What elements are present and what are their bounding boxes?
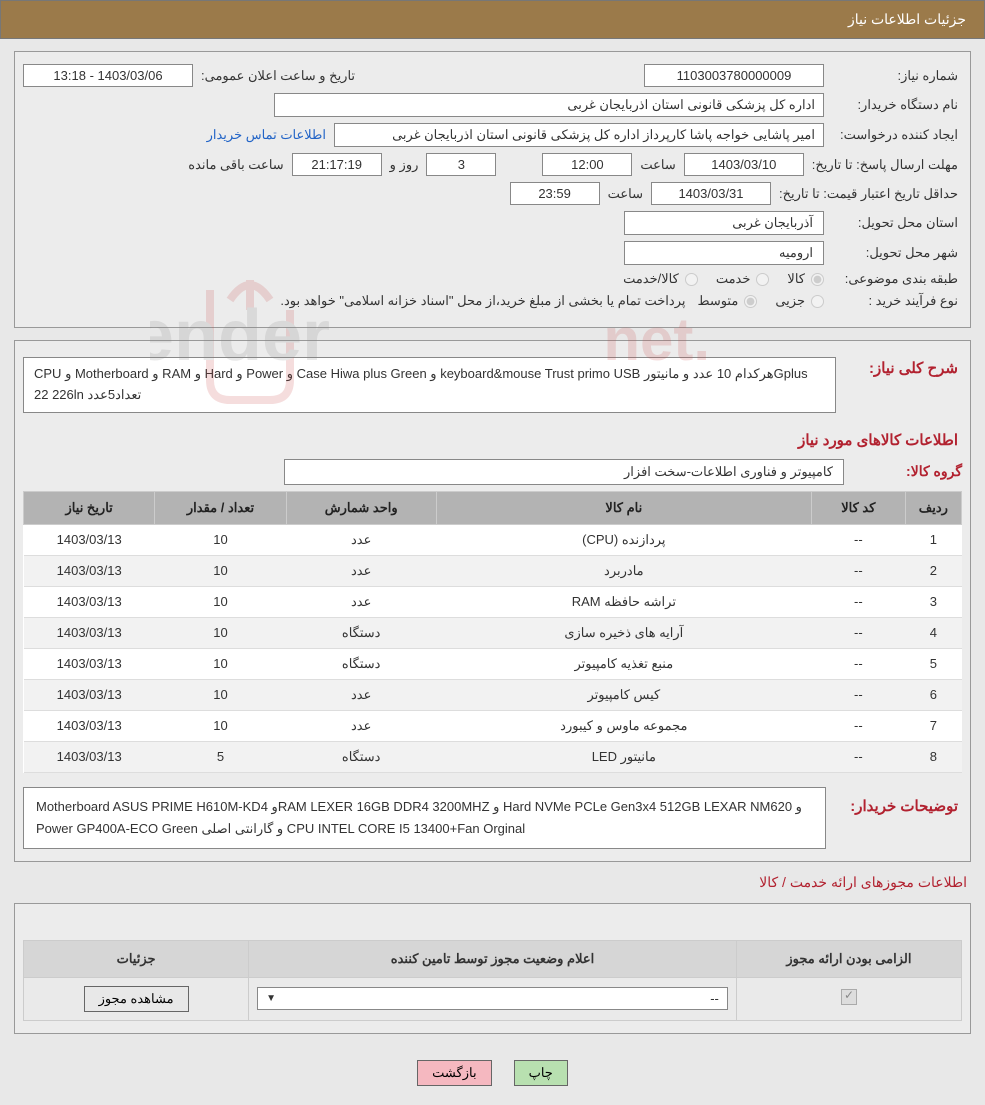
group-value: کامپیوتر و فناوری اطلاعات-سخت افزار [284, 459, 844, 485]
license-section-title: اطلاعات مجوزهای ارائه خدمت / کالا [0, 874, 967, 891]
items-title: اطلاعات کالاهای مورد نیاز [27, 431, 958, 449]
need-number-label: شماره نیاز: [832, 68, 962, 84]
buyer-desc-box: Motherboard ASUS PRIME H610M-KD4 وRAM LE… [23, 787, 826, 849]
deadline-label: مهلت ارسال پاسخ: تا تاریخ: [812, 157, 962, 173]
license-col-status: اعلام وضعیت مجوز توسط تامین کننده [249, 940, 737, 977]
details-panel: شماره نیاز: 1103003780000009 تاریخ و ساع… [14, 51, 971, 328]
validity-label: حداقل تاریخ اعتبار قیمت: تا تاریخ: [779, 186, 962, 202]
requester-label: ایجاد کننده درخواست: [832, 127, 962, 143]
license-row: -- ▼ مشاهده مجوز [24, 977, 962, 1020]
table-row: 3--تراشه حافظه RAMعدد101403/03/13 [24, 586, 962, 617]
print-button[interactable]: چاپ [514, 1060, 568, 1086]
license-col-details: جزئیات [24, 940, 249, 977]
table-row: 1--پردازنده (CPU)عدد101403/03/13 [24, 524, 962, 555]
items-col-header: واحد شمارش [286, 491, 436, 524]
page-header: جزئیات اطلاعات نیاز [0, 0, 985, 39]
remain-label: ساعت باقی مانده [188, 157, 283, 173]
radio-medium[interactable]: متوسط [697, 293, 757, 309]
license-panel: الزامی بودن ارائه مجوز اعلام وضعیت مجوز … [14, 903, 971, 1034]
license-col-required: الزامی بودن ارائه مجوز [736, 940, 961, 977]
need-panel: شرح کلی نیاز: CPU و Motherboard و RAM و … [14, 340, 971, 862]
need-number-value: 1103003780000009 [644, 64, 824, 87]
contact-link[interactable]: اطلاعات تماس خریدار [207, 127, 326, 143]
requester-value: امیر پاشایی خواجه پاشا کارپرداز اداره کل… [334, 123, 824, 147]
buyer-desc-label: توضیحات خریدار: [838, 797, 958, 815]
items-col-header: تاریخ نیاز [24, 491, 155, 524]
announce-value: 1403/03/06 - 13:18 [23, 64, 193, 87]
items-col-header: نام کالا [436, 491, 811, 524]
items-col-header: ردیف [905, 491, 961, 524]
overall-desc-label: شرح کلی نیاز: [848, 359, 958, 377]
province-label: استان محل تحویل: [832, 215, 962, 231]
table-row: 7--مجموعه ماوس و کیبوردعدد101403/03/13 [24, 710, 962, 741]
group-label: گروه کالا: [852, 463, 962, 480]
items-table: ردیفکد کالانام کالاواحد شمارشتعداد / مقد… [23, 491, 962, 773]
radio-goods-service[interactable]: کالا/خدمت [623, 271, 698, 287]
time-label-1: ساعت [640, 157, 675, 173]
validity-date: 1403/03/31 [651, 182, 771, 205]
city-label: شهر محل تحویل: [832, 245, 962, 261]
view-license-button[interactable]: مشاهده مجوز [84, 986, 189, 1012]
status-select[interactable]: -- ▼ [257, 987, 728, 1010]
process-label: نوع فرآیند خرید : [832, 293, 962, 309]
table-row: 5--منبع تغذیه کامپیوتردستگاه101403/03/13 [24, 648, 962, 679]
buyer-org-label: نام دستگاه خریدار: [832, 97, 962, 113]
category-radio-group: کالا خدمت کالا/خدمت [623, 271, 824, 287]
required-checkbox [841, 989, 857, 1005]
table-row: 4--آرایه های ذخیره سازیدستگاه101403/03/1… [24, 617, 962, 648]
status-select-value: -- [710, 991, 719, 1006]
action-buttons: چاپ بازگشت [0, 1046, 985, 1096]
announce-label: تاریخ و ساعت اعلان عمومی: [201, 68, 359, 84]
province-value: آذربایجان غربی [624, 211, 824, 235]
days-and-label: روز و [390, 157, 419, 173]
radio-partial[interactable]: جزیی [775, 293, 824, 309]
radio-service[interactable]: خدمت [716, 271, 770, 287]
license-table: الزامی بودن ارائه مجوز اعلام وضعیت مجوز … [23, 940, 962, 1021]
city-value: ارومیه [624, 241, 824, 265]
back-button[interactable]: بازگشت [417, 1060, 491, 1086]
table-row: 2--مادربردعدد101403/03/13 [24, 555, 962, 586]
countdown: 21:17:19 [292, 153, 382, 176]
deadline-time: 12:00 [542, 153, 632, 176]
table-row: 8--مانیتور LEDدستگاه51403/03/13 [24, 741, 962, 772]
category-label: طبقه بندی موضوعی: [832, 271, 962, 287]
process-radio-group: جزیی متوسط [697, 293, 824, 309]
days-remain: 3 [426, 153, 496, 176]
buyer-org-value: اداره کل پزشکی قانونی استان اذربایجان غر… [274, 93, 824, 117]
process-note: پرداخت تمام یا بخشی از مبلغ خرید،از محل … [280, 293, 689, 309]
items-col-header: کد کالا [811, 491, 905, 524]
table-row: 6--کیس کامپیوترعدد101403/03/13 [24, 679, 962, 710]
time-label-2: ساعت [608, 186, 643, 202]
radio-goods[interactable]: کالا [787, 271, 824, 287]
header-title: جزئیات اطلاعات نیاز [848, 11, 966, 27]
overall-desc-box: CPU و Motherboard و RAM و Hard و Power و… [23, 357, 836, 413]
chevron-down-icon: ▼ [266, 993, 276, 1004]
deadline-date: 1403/03/10 [684, 153, 804, 176]
items-col-header: تعداد / مقدار [155, 491, 286, 524]
validity-time: 23:59 [510, 182, 600, 205]
